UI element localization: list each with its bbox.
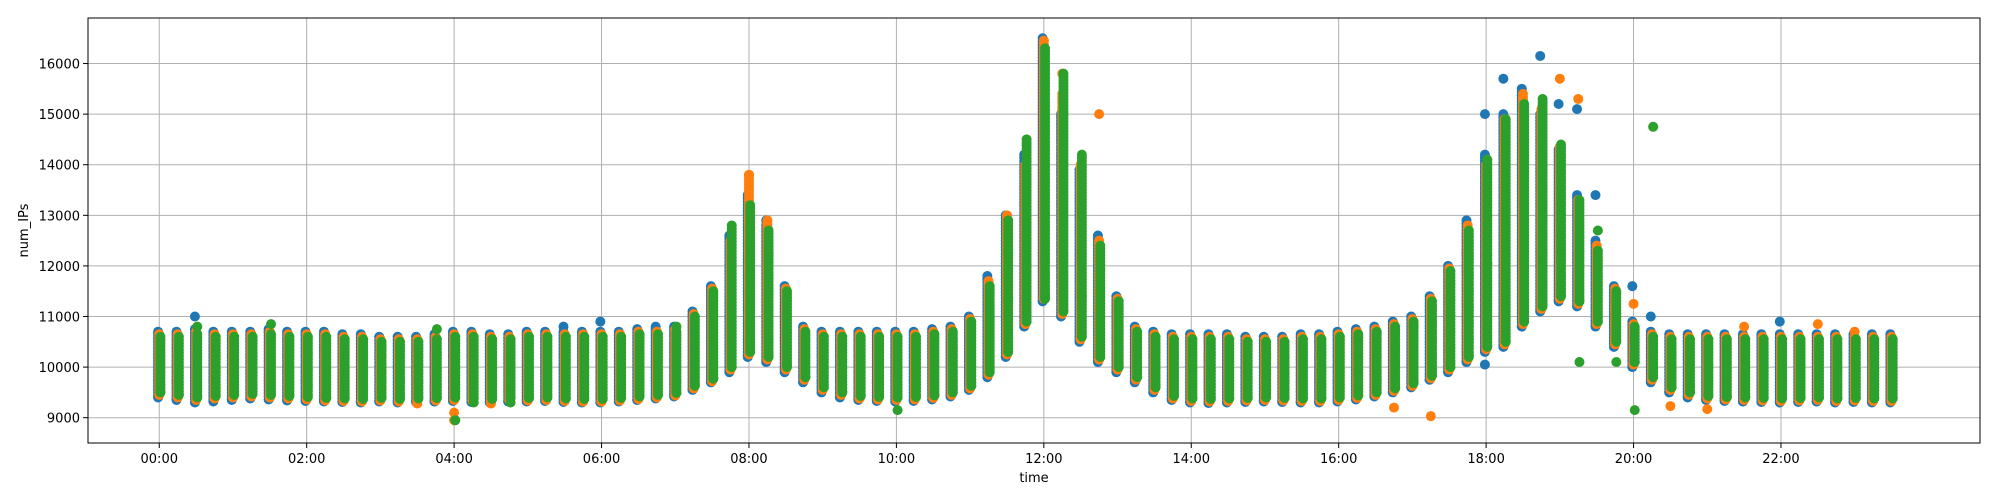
data-point: [595, 316, 606, 327]
data-point: [1479, 109, 1490, 120]
data-point: [1590, 190, 1601, 201]
data-point: [1479, 359, 1490, 370]
data-point: [558, 321, 569, 332]
data-point: [1774, 316, 1785, 327]
data-point: [1645, 311, 1656, 322]
data-point: [1498, 73, 1509, 84]
data-point: [1572, 104, 1583, 115]
data-point: [1553, 99, 1564, 110]
data-point: [1535, 50, 1546, 61]
data-point: [189, 311, 200, 322]
data-point: [1627, 281, 1638, 292]
data-points: [153, 33, 1898, 426]
